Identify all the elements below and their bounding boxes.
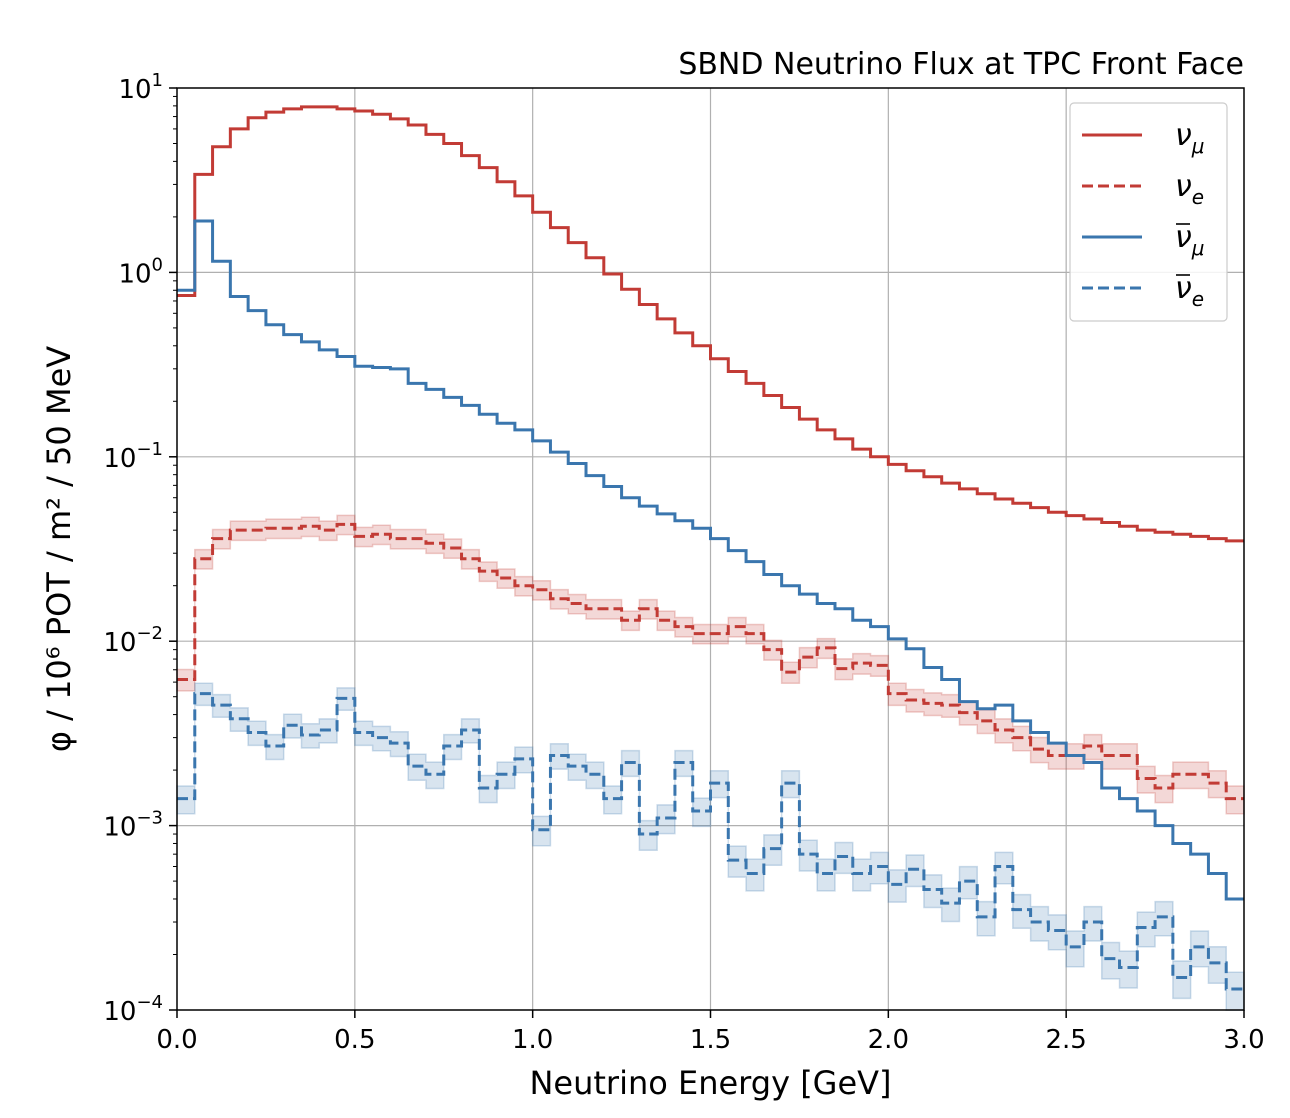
series-line — [177, 219, 1244, 901]
y-tick-label: 10−4 — [103, 992, 163, 1027]
legend-label: νe — [1175, 271, 1204, 311]
chart-title: SBND Neutrino Flux at TPC Front Face — [678, 47, 1244, 82]
series-line — [177, 692, 1244, 991]
legend-label: νμ — [1175, 118, 1205, 158]
y-tick-label: 10−1 — [103, 439, 163, 474]
grid — [177, 88, 1244, 1010]
y-axis-label: φ / 10⁶ POT / m² / 50 MeV — [40, 346, 78, 752]
x-tick-label: 1.5 — [690, 1025, 731, 1055]
legend-box — [1069, 102, 1228, 322]
x-tick-label: 0.0 — [156, 1025, 197, 1055]
y-tick-label: 10−3 — [103, 808, 163, 843]
x-tick-label: 2.5 — [1045, 1025, 1086, 1055]
x-tick-label: 2.0 — [868, 1025, 909, 1055]
axis-ticks: 0.0 0.5 1.0 1.5 2.0 2.5 3.0 10−4 10−3 10−2 10−1 100… — [103, 70, 1264, 1055]
series-line — [177, 522, 1244, 801]
x-tick-label: 1.0 — [512, 1025, 553, 1055]
y-tick-label: 10−2 — [103, 623, 163, 658]
x-tick-label: 3.0 — [1223, 1025, 1264, 1055]
series-lines — [177, 105, 1244, 991]
legend-label: νμ — [1175, 220, 1205, 260]
series-line — [177, 105, 1244, 543]
x-axis-label: Neutrino Energy [GeV] — [529, 1064, 891, 1102]
y-tick-label: 100 — [118, 254, 163, 289]
y-tick-label: 101 — [118, 70, 163, 105]
legend-label: νe — [1175, 169, 1204, 209]
legend: νμ νe νμ νe — [1069, 102, 1228, 322]
x-tick-label: 0.5 — [334, 1025, 375, 1055]
